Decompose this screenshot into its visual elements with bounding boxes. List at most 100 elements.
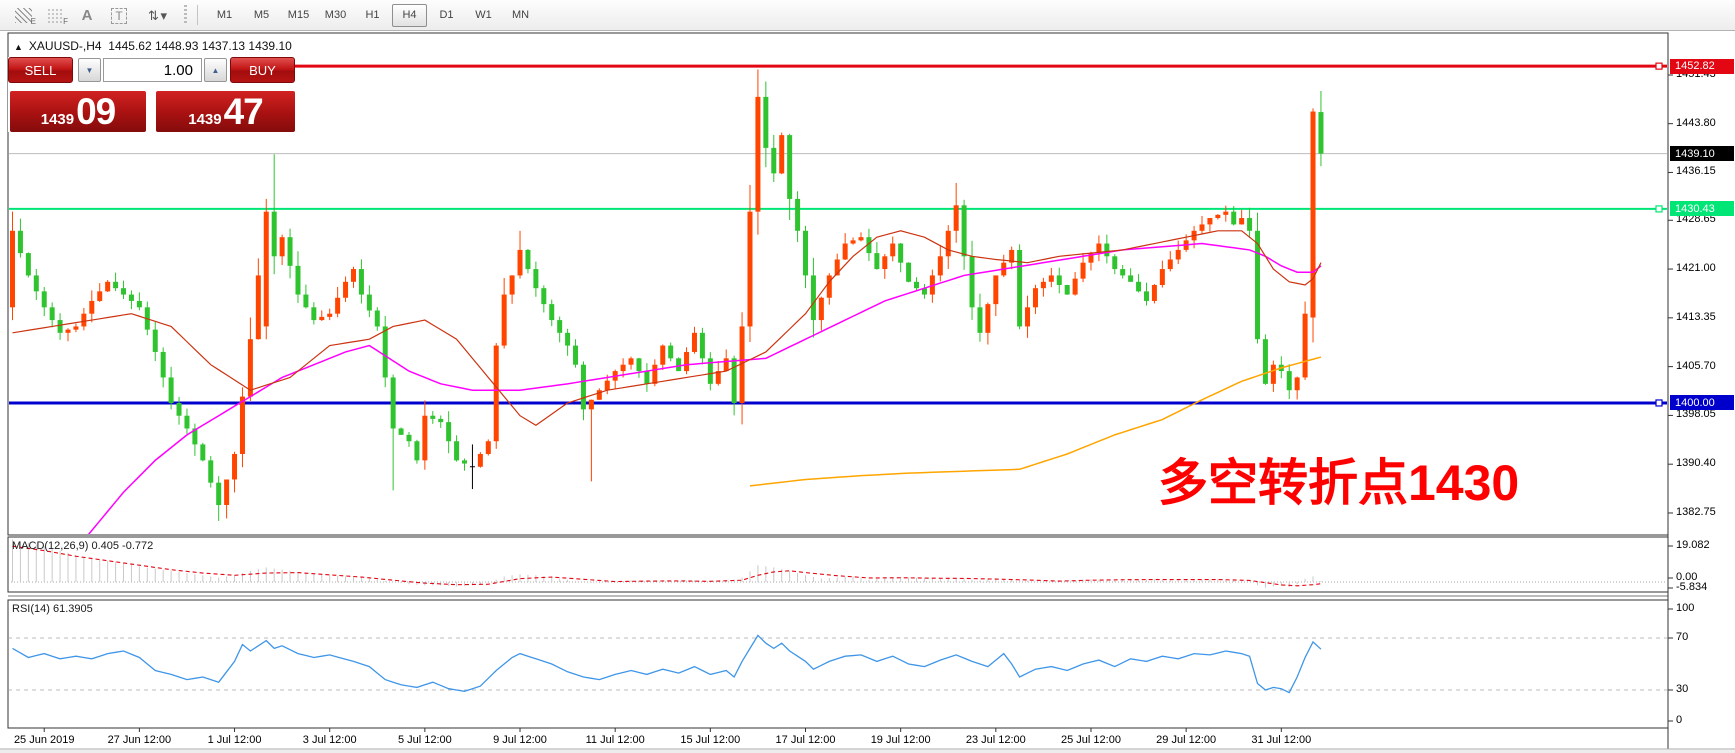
buy-price-display[interactable]: 1439 47 (156, 91, 295, 132)
ma-red-line (12, 230, 1322, 427)
price-axis-label: 1421.00 (1676, 262, 1716, 275)
candle-body (866, 237, 872, 254)
time-axis-label[interactable]: 29 Jul 12:00 (1156, 734, 1217, 746)
price-line-value-box: 1430.43 (1670, 201, 1734, 217)
buy-button[interactable]: BUY (230, 57, 295, 83)
sell-price-display[interactable]: 1439 09 (10, 91, 146, 132)
candle-body (350, 269, 356, 282)
candle-body (1175, 249, 1181, 260)
volume-increase-button[interactable]: ▲ (204, 58, 227, 82)
h-line-marker[interactable] (1655, 205, 1663, 213)
candle-body (715, 371, 721, 384)
candle-body (1112, 256, 1118, 270)
macd-panel-border (7, 536, 1669, 593)
timeframe-button-m5[interactable]: M5 (253, 8, 270, 21)
candle-body (121, 288, 127, 295)
candle-body (374, 310, 380, 327)
timeframe-button-h1[interactable]: H1 (365, 8, 380, 21)
text-label-icon[interactable]: A (81, 7, 93, 24)
candle-body (1207, 218, 1213, 225)
timeframe-button-m15[interactable]: M15 (287, 8, 310, 21)
candle-body (810, 275, 816, 321)
candle-body (525, 249, 531, 270)
time-axis-label[interactable]: 15 Jul 12:00 (680, 734, 741, 746)
candle-body (1223, 211, 1229, 215)
time-axis-label[interactable]: 23 Jul 12:00 (965, 734, 1026, 746)
candle-body (414, 441, 420, 461)
candle-body (1270, 364, 1276, 384)
candle-body (937, 256, 943, 276)
rsi-axis-label: 0 (1676, 714, 1683, 726)
time-axis-label[interactable]: 17 Jul 12:00 (775, 734, 836, 746)
buy-price-big: 47 (223, 91, 264, 132)
time-axis-label[interactable]: 5 Jul 12:00 (397, 734, 452, 746)
candle-body (993, 275, 999, 305)
time-axis-label[interactable]: 11 Jul 12:00 (585, 734, 645, 746)
time-axis-label[interactable]: 31 Jul 12:00 (1251, 734, 1312, 746)
time-axis-label[interactable]: 19 Jul 12:00 (870, 734, 931, 746)
grid-icon[interactable]: F (42, 4, 68, 26)
time-axis-label[interactable]: 1 Jul 12:00 (207, 734, 262, 746)
candle-body (660, 345, 666, 365)
candle-body (1159, 269, 1165, 285)
volume-decrease-button[interactable]: ▼ (78, 58, 101, 82)
candle-body (755, 96, 761, 212)
charts-style-icon[interactable]: E (10, 4, 36, 26)
h-line-marker[interactable] (1655, 399, 1663, 407)
candle-body (454, 441, 460, 461)
timeframe-button-w1[interactable]: W1 (475, 8, 492, 21)
chart-ohlc-values: 1445.62 1448.93 1437.13 1439.10 (108, 39, 292, 53)
candle-body (977, 307, 983, 333)
candle-body (1247, 218, 1253, 231)
candle-body (446, 422, 452, 442)
candle-body (176, 402, 182, 416)
candle-body (565, 332, 571, 346)
candle-body (160, 351, 166, 378)
time-axis-label[interactable]: 25 Jun 2019 (13, 734, 75, 746)
timeframe-button-m1[interactable]: M1 (216, 8, 233, 21)
price-axis-label: 1390.40 (1676, 457, 1716, 470)
timeframe-button-mn[interactable]: MN (511, 8, 530, 21)
candle-body (763, 96, 769, 148)
candle-body (1136, 281, 1142, 292)
candle-body (279, 237, 285, 257)
ma-orange-line (749, 356, 1322, 487)
timeframe-button-h4[interactable]: H4 (392, 3, 427, 27)
rsi-label: RSI(14) 61.3905 (12, 603, 93, 615)
candle-body (898, 243, 904, 263)
candle-body (184, 415, 190, 429)
sell-button[interactable]: SELL (8, 57, 73, 83)
candle-body (1104, 243, 1110, 257)
time-axis-label[interactable]: 27 Jun 12:00 (107, 734, 172, 746)
candle-body (65, 329, 71, 333)
candle-body (874, 253, 880, 270)
candle-body (1048, 275, 1054, 282)
candle-body (477, 453, 483, 467)
candle-body (557, 320, 563, 333)
candle-body (343, 281, 349, 298)
candle-body (1088, 253, 1094, 263)
time-axis-label[interactable]: 3 Jul 12:00 (302, 734, 357, 746)
candle-body (699, 332, 705, 359)
volume-input[interactable] (103, 58, 202, 82)
candle-body (1294, 377, 1300, 391)
candle-body (1318, 112, 1324, 154)
candle-body (168, 377, 174, 403)
candle-body (1262, 339, 1268, 384)
arrows-objects-icon[interactable]: ⇅ ▾ (147, 8, 167, 23)
text-box-icon[interactable]: T (106, 4, 132, 26)
candle-body (969, 256, 975, 308)
time-axis-label[interactable]: 9 Jul 12:00 (493, 734, 547, 746)
rsi-line (12, 634, 1322, 694)
timeframe-group: M1 M5 M15 M30 H1 H4 D1 W1 MN (206, 3, 539, 27)
sell-price-big: 09 (76, 91, 116, 132)
h-line-marker[interactable] (1655, 62, 1663, 70)
macd-signal-line (12, 545, 1322, 587)
candle-body (295, 265, 301, 295)
timeframe-button-m30[interactable]: M30 (324, 8, 347, 21)
toolbar-drag-handle[interactable] (184, 5, 187, 25)
candle-body (430, 415, 436, 419)
timeframe-button-d1[interactable]: D1 (439, 8, 454, 21)
time-axis-label[interactable]: 25 Jul 12:00 (1061, 734, 1121, 746)
